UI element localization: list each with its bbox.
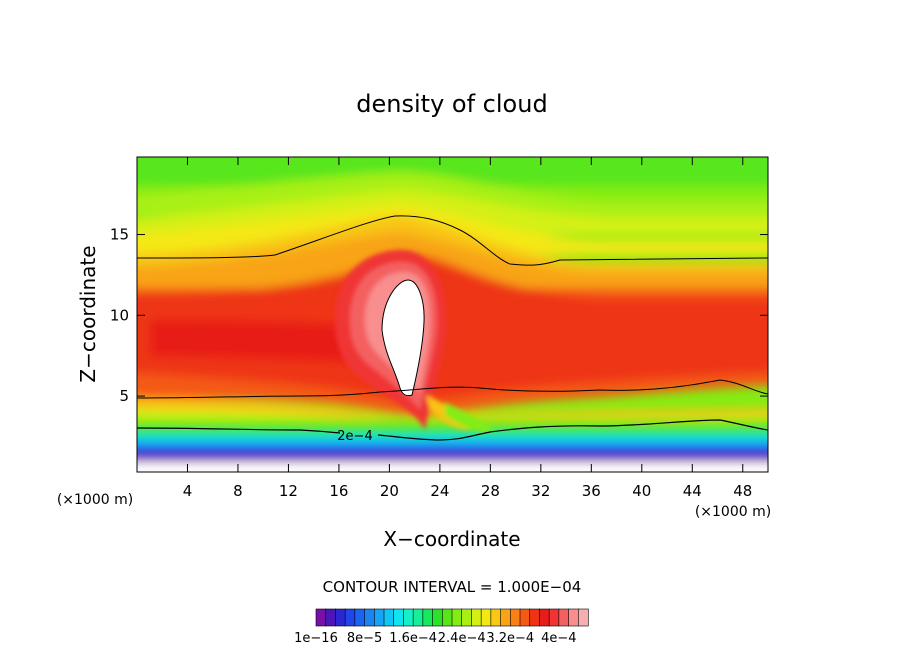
- y-tick-label: 10: [110, 306, 129, 324]
- colorbar-tick-label: 2.4e−4: [438, 631, 486, 646]
- x-tick-label: 28: [481, 482, 500, 500]
- colorbar-swatch: [383, 608, 395, 627]
- chart-title: density of cloud: [356, 90, 547, 118]
- colorbar-swatch: [412, 608, 424, 627]
- colorbar-swatch: [354, 608, 366, 627]
- contour-interval-text: CONTOUR INTERVAL = 1.000E−04: [323, 578, 582, 596]
- colorbar-swatch: [509, 608, 521, 627]
- colorbar-tick-label: 1e−16: [294, 631, 338, 646]
- colorbar-swatch: [441, 608, 453, 627]
- x-axis-label: X−coordinate: [383, 527, 520, 551]
- colorbar-swatch: [490, 608, 502, 627]
- contour-field: [137, 157, 768, 472]
- y-tick-label: 5: [119, 387, 129, 405]
- x-tick-label: 16: [329, 482, 348, 500]
- y-tick-label: 15: [110, 226, 129, 244]
- x-tick-label: 48: [733, 482, 752, 500]
- x-tick-label: 8: [233, 482, 243, 500]
- colorbar-swatch: [393, 608, 405, 627]
- colorbar-swatch: [568, 608, 579, 627]
- colorbar-tick-label: 3.2e−4: [486, 631, 534, 646]
- x-unit-right: (×1000 m): [695, 504, 771, 520]
- x-unit-left: (×1000 m): [57, 492, 133, 508]
- colorbar-tick-label: 8e−5: [347, 631, 382, 646]
- x-tick-label: 24: [430, 482, 449, 500]
- x-axis: 4 8 12 16 20 24 28 32 36 40 44 48: [183, 157, 752, 500]
- colorbar-swatch: [364, 608, 375, 627]
- x-tick-label: 20: [380, 482, 399, 500]
- x-tick-label: 12: [279, 482, 298, 500]
- x-tick-label: 36: [582, 482, 601, 500]
- colorbar-swatch: [548, 608, 560, 627]
- x-tick-label: 4: [183, 482, 193, 500]
- colorbar-swatch: [335, 608, 346, 627]
- colorbar-swatch: [344, 608, 356, 627]
- plot-frame: [136, 156, 769, 473]
- colorbar: [315, 608, 589, 627]
- colorbar-swatch: [539, 608, 550, 627]
- colorbar-swatch: [558, 608, 570, 627]
- colorbar-swatch: [451, 608, 463, 627]
- y-axis: 5 10 15: [110, 226, 768, 405]
- colorbar-swatch: [403, 608, 414, 627]
- x-tick-label: 40: [632, 482, 651, 500]
- colorbar-tick-label: 1.6e−4: [389, 631, 437, 646]
- colorbar-swatch: [529, 608, 541, 627]
- colorbar-swatch: [315, 608, 327, 627]
- colorbar-labels: 1e−16 8e−5 1.6e−4 2.4e−4 3.2e−4 4e−4: [294, 631, 576, 646]
- colorbar-swatch: [500, 608, 511, 627]
- colorbar-swatch: [325, 608, 337, 627]
- colorbar-swatch: [432, 608, 443, 627]
- colorbar-swatch: [577, 608, 589, 627]
- colorbar-swatch: [373, 608, 385, 627]
- colorbar-swatch: [422, 608, 434, 627]
- colorbar-swatch: [461, 608, 473, 627]
- colorbar-tick-label: 4e−4: [541, 631, 576, 646]
- x-tick-label: 32: [531, 482, 550, 500]
- colorbar-swatch: [480, 608, 492, 627]
- colorbar-swatch: [471, 608, 482, 627]
- x-tick-label: 44: [683, 482, 702, 500]
- colorbar-swatch: [519, 608, 531, 627]
- y-axis-label: Z−coordinate: [76, 245, 100, 382]
- contour-label: 2e−4: [337, 429, 372, 444]
